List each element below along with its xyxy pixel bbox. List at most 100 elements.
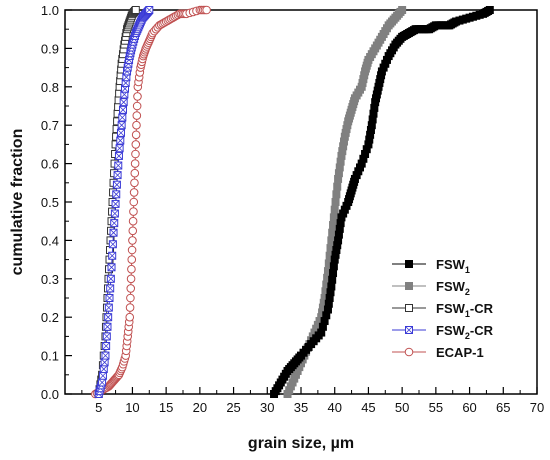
- data-point: [398, 6, 407, 14]
- x-axis-title: grain size, µm: [248, 435, 354, 452]
- data-point: [131, 130, 141, 140]
- data-point: [114, 151, 123, 160]
- data-point: [339, 137, 348, 146]
- data-point: [321, 287, 330, 296]
- data-point: [328, 275, 337, 284]
- data-point: [129, 207, 138, 216]
- data-point: [319, 298, 328, 307]
- y-tick-label: 0.5: [41, 195, 59, 210]
- data-point: [111, 199, 120, 208]
- legend-item: FSW2-CR: [392, 323, 494, 341]
- data-point: [322, 311, 331, 320]
- legend-marker: [405, 326, 413, 334]
- data-point: [322, 280, 331, 289]
- data-point: [98, 371, 107, 380]
- data-point: [102, 342, 111, 350]
- y-axis: 0.0 0.1 0.2 0.3 0.4 0.5 0.6 0.7 0.8 0.9 1.0: [41, 3, 72, 402]
- data-point: [130, 159, 140, 168]
- data-point: [320, 294, 329, 302]
- data-point: [125, 312, 135, 322]
- data-point: [116, 128, 125, 137]
- data-point: [127, 264, 136, 274]
- data-point: [369, 109, 378, 118]
- data-point: [318, 303, 327, 312]
- data-point: [99, 365, 108, 374]
- data-point: [485, 6, 494, 14]
- data-point: [114, 161, 123, 170]
- data-point: [317, 328, 326, 337]
- data-point: [323, 273, 332, 282]
- y-tick-label: 0.4: [41, 233, 59, 248]
- x-tick-label: 15: [159, 400, 173, 415]
- legend-label: FSW2-CR: [436, 323, 494, 341]
- legend-label: FSW1: [436, 257, 470, 275]
- data-point: [335, 163, 344, 172]
- series-fsw2-cr: [94, 6, 154, 398]
- data-point: [335, 224, 344, 233]
- data-point: [325, 294, 334, 302]
- y-tick-label: 0.2: [41, 310, 59, 325]
- data-point: [320, 317, 329, 326]
- data-point: [326, 288, 335, 297]
- data-point: [359, 154, 368, 163]
- data-point: [334, 230, 343, 239]
- legend-item: FSW2: [392, 279, 470, 297]
- data-point: [365, 135, 374, 144]
- data-point: [338, 147, 347, 156]
- data-point: [202, 5, 211, 15]
- data-point: [131, 149, 140, 159]
- data-point: [330, 205, 339, 214]
- x-tick-label: 55: [429, 400, 443, 415]
- data-point: [118, 113, 127, 122]
- data-point: [329, 213, 338, 222]
- data-point: [364, 140, 373, 149]
- legend-label: ECAP-1: [436, 345, 484, 360]
- data-point: [328, 228, 337, 237]
- x-axis: 5 10 15 20 25 30 35 40 45 50 55 60 65 70: [81, 387, 544, 415]
- data-point: [129, 188, 139, 197]
- data-point: [370, 103, 379, 112]
- data-point: [131, 6, 140, 14]
- y-tick-label: 0.7: [41, 118, 59, 133]
- data-point: [107, 263, 116, 272]
- data-point: [104, 303, 113, 312]
- data-point: [115, 144, 124, 153]
- data-point: [368, 115, 377, 124]
- data-point: [106, 284, 115, 293]
- x-tick-label: 45: [361, 400, 375, 415]
- y-tick-label: 0.1: [41, 349, 59, 364]
- x-tick-label: 25: [226, 400, 240, 415]
- data-point: [366, 126, 375, 134]
- data-point: [119, 98, 128, 107]
- data-point: [357, 159, 366, 168]
- data-point: [334, 169, 343, 178]
- data-point: [334, 236, 343, 245]
- data-point: [110, 219, 119, 228]
- data-point: [333, 182, 342, 191]
- legend-label: FSW1-CR: [436, 301, 494, 319]
- data-point: [330, 255, 339, 264]
- series-ecap-1: [91, 5, 211, 399]
- data-point: [104, 313, 113, 322]
- data-point: [336, 219, 345, 228]
- data-point: [318, 322, 327, 331]
- data-point: [125, 303, 135, 312]
- data-point: [130, 178, 139, 188]
- x-tick-label: 5: [95, 400, 102, 415]
- x-tick-label: 50: [395, 400, 409, 415]
- data-point: [329, 269, 338, 278]
- data-point: [323, 267, 332, 276]
- legend-marker: [404, 347, 414, 357]
- data-point: [323, 305, 332, 314]
- data-point: [329, 221, 338, 230]
- x-tick-label: 20: [193, 400, 207, 415]
- data-point: [127, 245, 137, 255]
- data-point: [331, 250, 340, 259]
- data-point: [116, 136, 125, 145]
- y-tick-label: 0.9: [41, 41, 59, 56]
- legend-marker: [405, 304, 413, 312]
- data-point: [100, 358, 109, 367]
- data-point: [118, 105, 127, 114]
- data-point: [333, 241, 342, 250]
